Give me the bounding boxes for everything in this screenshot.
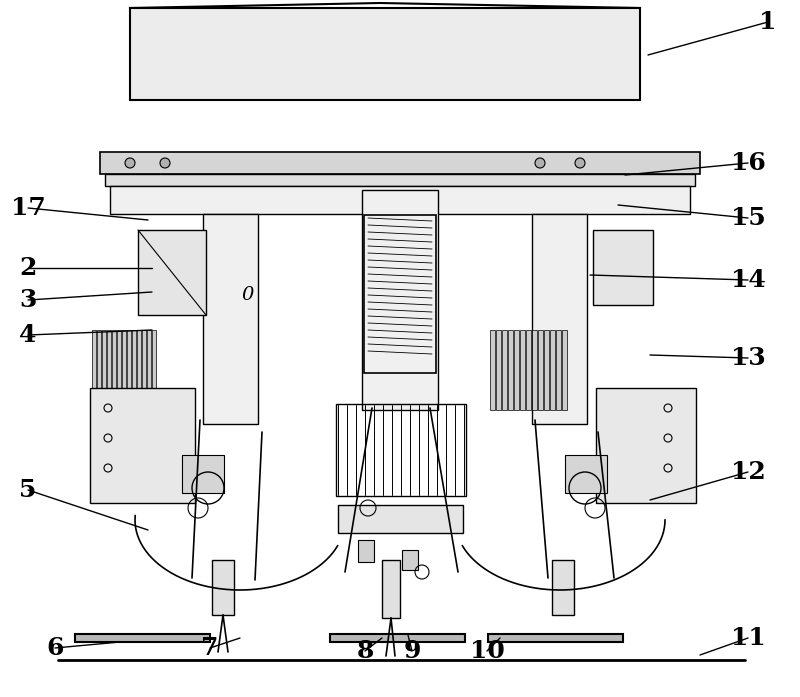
Bar <box>538 330 543 410</box>
Bar <box>122 330 126 435</box>
Bar <box>142 330 146 435</box>
Bar <box>102 330 106 435</box>
Bar <box>502 330 507 410</box>
Bar <box>97 330 101 435</box>
Bar <box>362 190 438 410</box>
Bar <box>138 230 206 315</box>
Bar <box>562 330 567 410</box>
Bar <box>75 634 210 642</box>
Bar <box>565 455 607 493</box>
Bar <box>382 560 400 618</box>
Text: 5: 5 <box>19 478 37 502</box>
Text: 9: 9 <box>403 639 421 663</box>
Bar <box>336 404 466 496</box>
Bar <box>490 330 495 410</box>
Text: 11: 11 <box>730 626 766 650</box>
Bar <box>544 330 549 410</box>
Bar <box>110 186 690 214</box>
Bar <box>488 634 623 642</box>
Text: 17: 17 <box>10 196 46 220</box>
Bar <box>100 152 700 174</box>
Text: 1: 1 <box>759 10 777 34</box>
Text: 6: 6 <box>46 636 64 660</box>
Bar <box>152 330 156 435</box>
Bar <box>132 330 136 435</box>
Text: 12: 12 <box>730 460 766 484</box>
Bar <box>90 388 195 503</box>
Bar <box>364 215 436 373</box>
Bar <box>550 330 555 410</box>
Text: 4: 4 <box>19 323 37 347</box>
Circle shape <box>535 158 545 168</box>
Bar <box>532 330 537 410</box>
Bar <box>182 455 224 493</box>
Bar <box>338 505 463 533</box>
Bar <box>526 330 531 410</box>
Text: 2: 2 <box>19 256 37 280</box>
Bar <box>92 330 96 435</box>
Bar <box>552 560 574 615</box>
Text: 7: 7 <box>202 636 218 660</box>
Bar <box>514 330 519 410</box>
Bar <box>496 330 501 410</box>
Bar <box>593 230 653 305</box>
Bar <box>107 330 111 435</box>
Bar <box>330 634 465 642</box>
Bar <box>532 214 587 424</box>
Bar <box>147 330 151 435</box>
Bar <box>556 330 561 410</box>
Bar <box>520 330 525 410</box>
Circle shape <box>125 158 135 168</box>
Text: 8: 8 <box>356 639 374 663</box>
Bar <box>130 8 640 100</box>
Bar <box>117 330 121 435</box>
Bar <box>212 560 234 615</box>
Bar <box>137 330 141 435</box>
Text: 16: 16 <box>730 151 766 175</box>
Bar <box>105 174 695 186</box>
Bar <box>402 550 418 570</box>
Text: 14: 14 <box>730 268 766 292</box>
Text: 10: 10 <box>470 639 504 663</box>
Bar <box>358 540 374 562</box>
Bar <box>508 330 513 410</box>
Bar <box>127 330 131 435</box>
Text: 13: 13 <box>730 346 766 370</box>
Bar <box>112 330 116 435</box>
Text: 3: 3 <box>19 288 37 312</box>
Bar <box>596 388 696 503</box>
Circle shape <box>575 158 585 168</box>
Text: 15: 15 <box>730 206 766 230</box>
Circle shape <box>160 158 170 168</box>
Bar <box>203 214 258 424</box>
Text: 0: 0 <box>242 286 254 304</box>
